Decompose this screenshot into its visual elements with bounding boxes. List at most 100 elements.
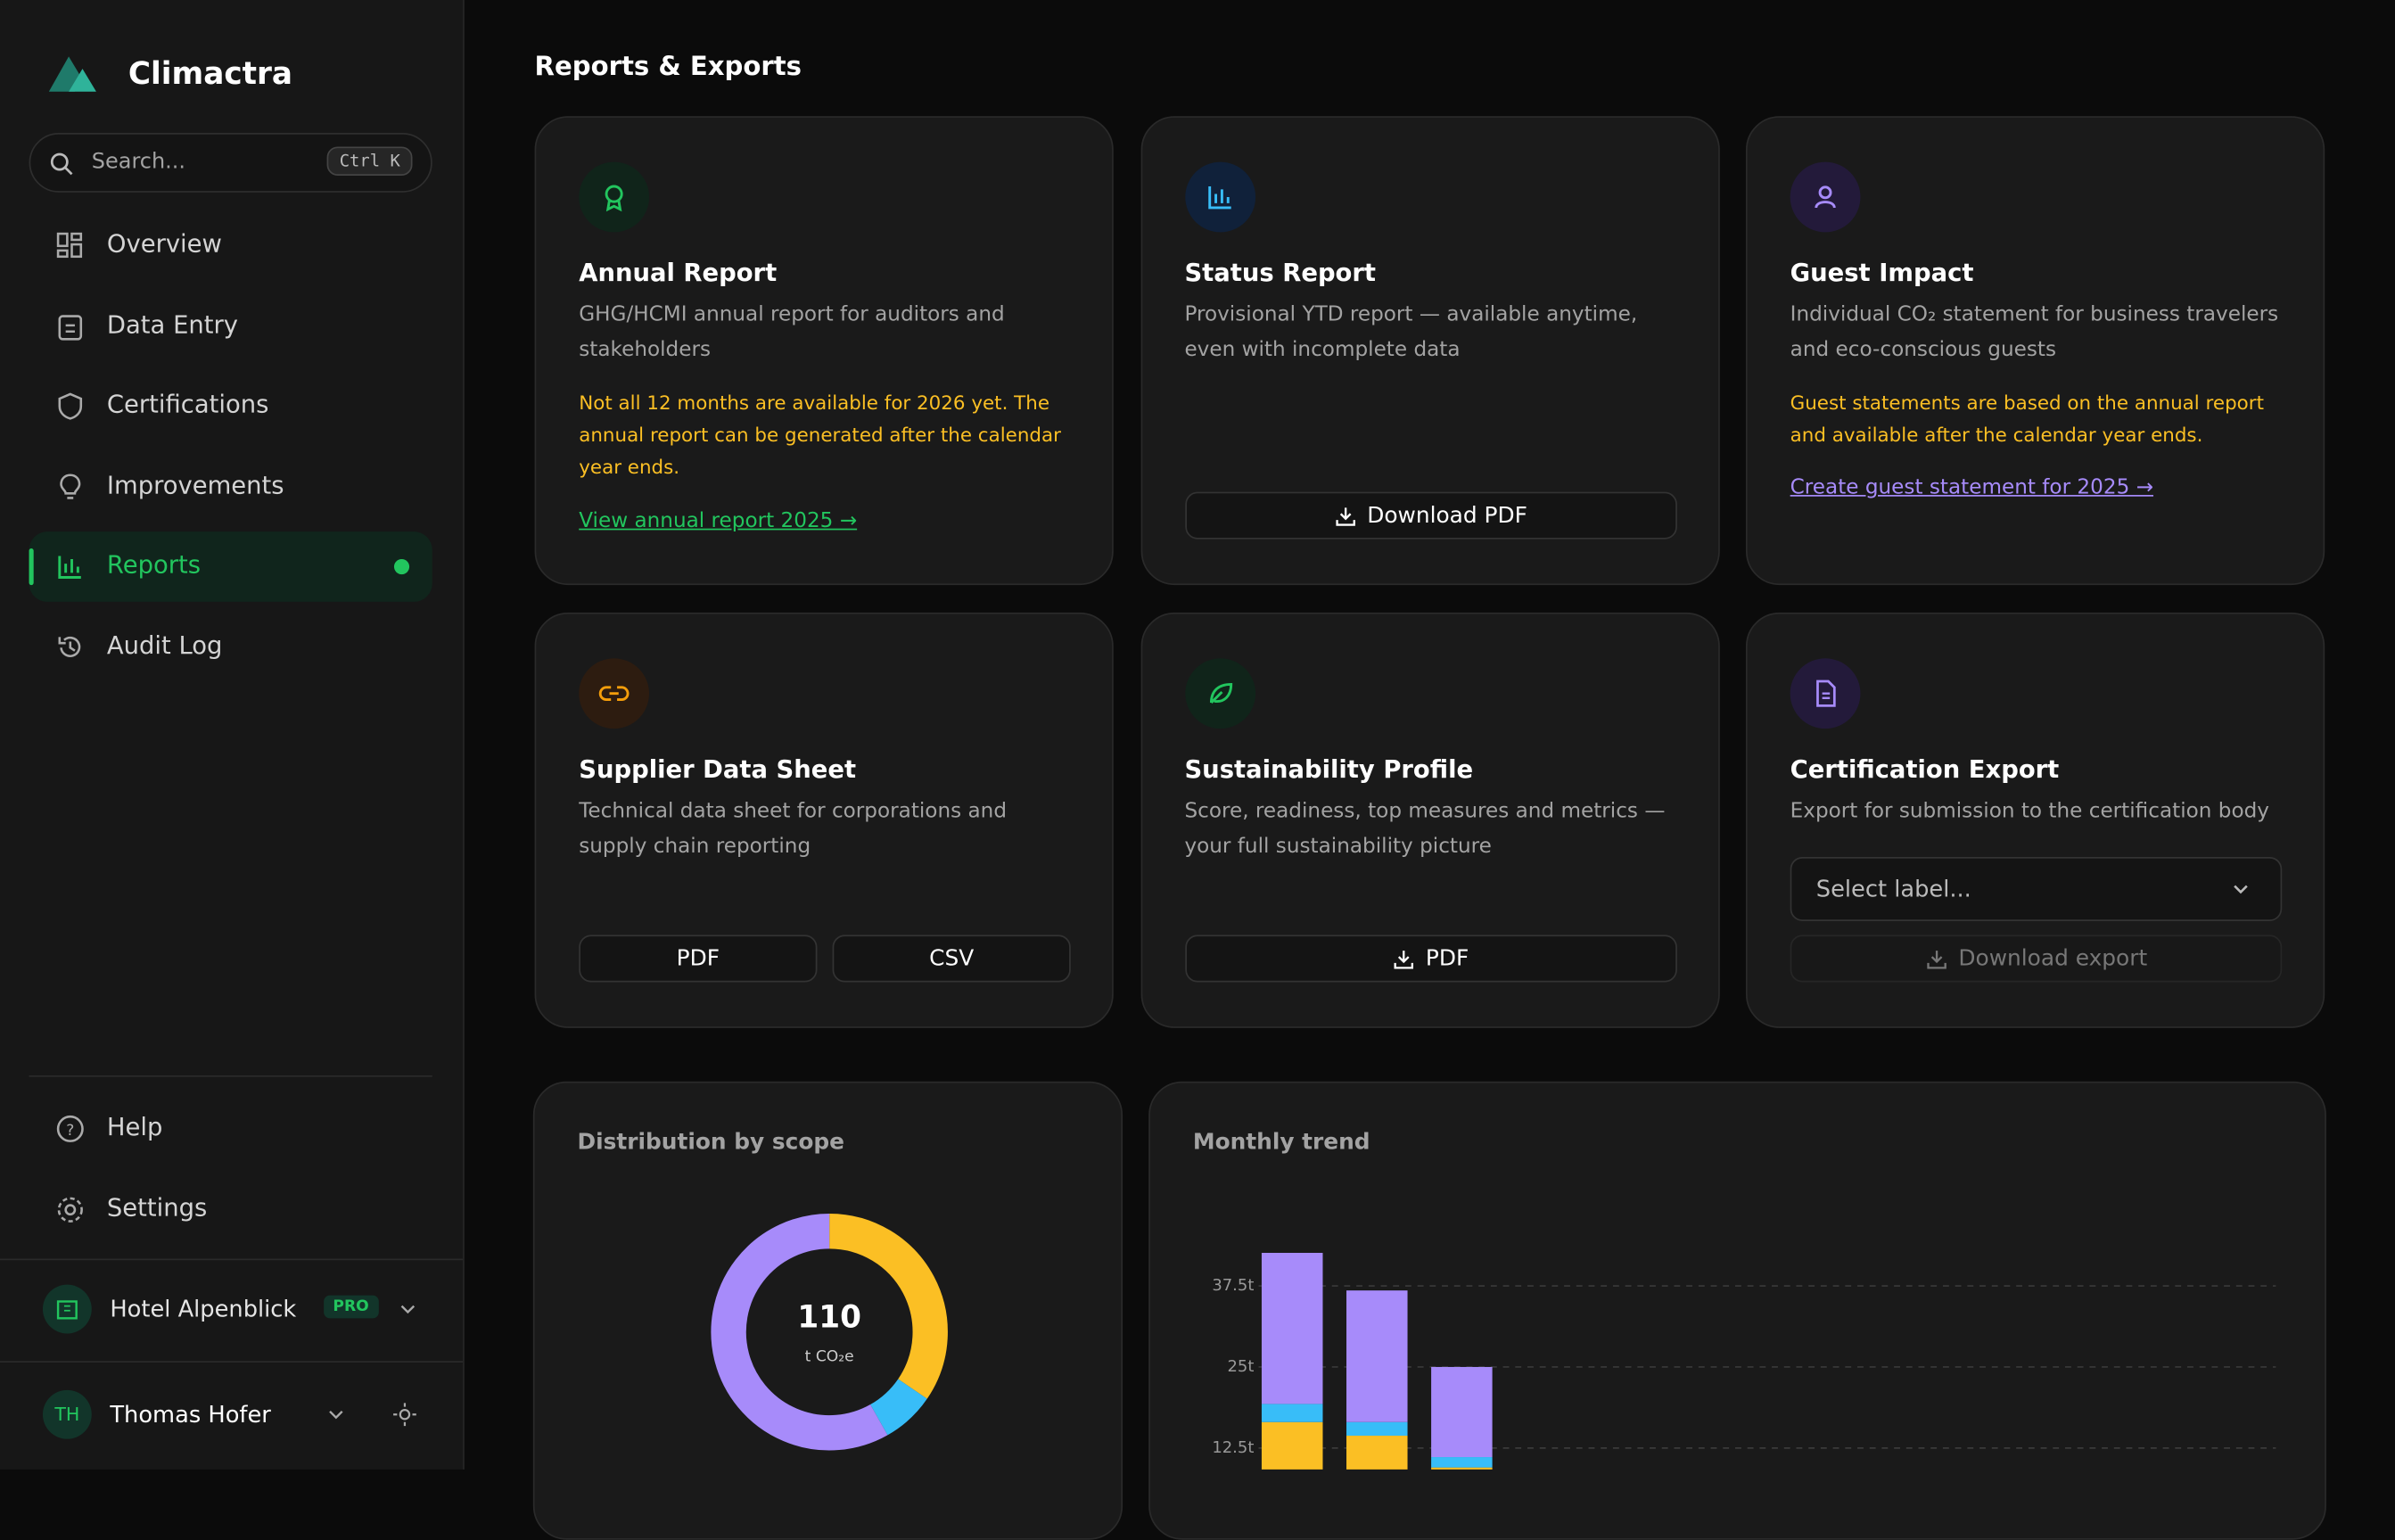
nav-item[interactable]: Overview bbox=[106, 228, 222, 259]
bar-segment bbox=[1261, 1421, 1323, 1470]
icon: ? bbox=[56, 1115, 84, 1142]
card-description: Individual CO₂ statement for business tr… bbox=[1790, 302, 2279, 362]
card-description: Score, readiness, top measures and metri… bbox=[1184, 798, 1666, 859]
donut-segment bbox=[869, 1378, 927, 1436]
icon bbox=[58, 556, 81, 579]
report-card: Certification Export Export for submissio… bbox=[1745, 612, 2325, 1028]
button[interactable]: CSV bbox=[832, 935, 1071, 983]
report-card: Annual Report GHG/HCMI annual report for … bbox=[534, 116, 1114, 586]
icon bbox=[58, 392, 83, 420]
card-title: Certification Export bbox=[1790, 754, 2060, 784]
button-label: PDF bbox=[1425, 946, 1469, 971]
active-bg bbox=[29, 531, 432, 602]
button[interactable]: Download export bbox=[1790, 935, 2283, 983]
chart-title: Monthly trend bbox=[1193, 1128, 1370, 1154]
select-label: Select label... bbox=[1815, 875, 1971, 903]
icon bbox=[60, 473, 81, 498]
chevron[interactable] bbox=[327, 1408, 346, 1421]
icon bbox=[598, 686, 630, 702]
card-link[interactable]: Create guest statement for 2025 → bbox=[1790, 474, 2154, 500]
nav-item[interactable]: Audit Log bbox=[106, 630, 223, 660]
bar-segment bbox=[1346, 1290, 1408, 1422]
nav-item[interactable]: Reports bbox=[106, 549, 202, 580]
donut-segment bbox=[711, 1213, 888, 1451]
avatar: TH bbox=[42, 1389, 92, 1439]
report-card: Supplier Data Sheet Technical data sheet … bbox=[534, 612, 1114, 1028]
card-icon bbox=[1790, 658, 1861, 729]
icon bbox=[2234, 885, 2248, 894]
shortcut: Ctrl K bbox=[327, 146, 413, 176]
charts: Distribution by scope 110 t CO₂e Monthly tr… bbox=[578, 1128, 2276, 1470]
button-label: CSV bbox=[929, 946, 975, 971]
card-title: Supplier Data Sheet bbox=[579, 754, 857, 784]
active-dot bbox=[393, 558, 410, 575]
card-title: Status Report bbox=[1184, 258, 1377, 288]
icon bbox=[1336, 506, 1355, 525]
theme-toggle[interactable] bbox=[392, 1403, 416, 1427]
card-notice: Guest statements are based on the annual… bbox=[1790, 391, 2264, 447]
card-icon bbox=[1184, 658, 1255, 729]
logo bbox=[48, 56, 96, 92]
nav-item[interactable]: Improvements bbox=[106, 469, 284, 499]
divider bbox=[0, 1258, 464, 1261]
y-tick-label: 37.5t bbox=[1212, 1276, 1254, 1295]
nav-item[interactable]: Settings bbox=[106, 1192, 208, 1222]
nav-item[interactable]: Certifications bbox=[106, 389, 269, 419]
card-link[interactable]: View annual report 2025 → bbox=[579, 508, 858, 533]
card-title: Guest Impact bbox=[1790, 258, 1974, 288]
bar-segment bbox=[1261, 1252, 1323, 1404]
chevron[interactable] bbox=[399, 1303, 417, 1315]
icon bbox=[605, 185, 623, 212]
icon bbox=[56, 232, 83, 259]
search-box[interactable]: Search... Ctrl K bbox=[29, 133, 432, 193]
active-bar bbox=[29, 548, 34, 586]
bar-segment bbox=[1431, 1457, 1493, 1468]
bar-segment bbox=[1346, 1436, 1408, 1470]
y-tick-label: 12.5t bbox=[1212, 1438, 1254, 1457]
org-name[interactable]: Hotel Alpenblick bbox=[110, 1295, 297, 1323]
card-description: Technical data sheet for corporations an… bbox=[579, 798, 1008, 859]
select[interactable]: Select label... bbox=[1790, 856, 2283, 921]
plan-badge: PRO bbox=[324, 1295, 379, 1319]
card-icon bbox=[1790, 161, 1861, 233]
button[interactable]: PDF bbox=[1184, 935, 1677, 983]
button-label: Download PDF bbox=[1367, 503, 1527, 528]
donut-total: 110 bbox=[797, 1300, 860, 1336]
button-label: Download export bbox=[1958, 946, 2148, 971]
card-icon bbox=[579, 161, 650, 233]
donut-unit: t CO₂e bbox=[805, 1347, 854, 1365]
report-card: Status Report Provisional YTD report — av… bbox=[1140, 116, 1719, 586]
card-notice: Not all 12 months are available for 2026… bbox=[579, 391, 1061, 479]
card-title: Sustainability Profile bbox=[1184, 754, 1474, 784]
search-placeholder: Search... bbox=[91, 149, 186, 175]
brand: Climactra bbox=[128, 54, 293, 92]
icon bbox=[1927, 950, 1947, 968]
button[interactable]: PDF bbox=[579, 935, 818, 983]
org-icon bbox=[42, 1284, 92, 1334]
icon bbox=[1209, 682, 1232, 704]
report-card: Sustainability Profile Score, readiness, … bbox=[1140, 612, 1719, 1028]
button[interactable]: Download PDF bbox=[1184, 491, 1677, 539]
bar-segment bbox=[1431, 1467, 1493, 1470]
icon bbox=[58, 636, 81, 657]
card-icon bbox=[579, 658, 650, 729]
card-description: GHG/HCMI annual report for auditors and … bbox=[579, 302, 1005, 362]
donut-segment bbox=[828, 1213, 948, 1399]
icon bbox=[1395, 950, 1414, 968]
divider bbox=[29, 1075, 432, 1077]
user-name[interactable]: Thomas Hofer bbox=[110, 1400, 271, 1429]
nav-item[interactable]: Help bbox=[106, 1112, 163, 1141]
chart-title: Distribution by scope bbox=[578, 1128, 845, 1154]
icon bbox=[1816, 679, 1836, 707]
nav-item[interactable]: Data Entry bbox=[106, 309, 238, 339]
icon bbox=[58, 314, 83, 340]
bar-segment bbox=[1431, 1366, 1493, 1458]
report-card: Guest Impact Individual CO₂ statement for… bbox=[1745, 116, 2325, 586]
bar-segment bbox=[1346, 1421, 1408, 1437]
card-description: Provisional YTD report — available anyti… bbox=[1184, 302, 1638, 362]
icon bbox=[1815, 185, 1836, 209]
sidebar: Climactra Search... Ctrl K Overview Data … bbox=[0, 0, 465, 1470]
icon bbox=[1207, 185, 1230, 210]
chart-card bbox=[532, 1081, 1123, 1540]
y-tick-label: 25t bbox=[1227, 1357, 1254, 1376]
